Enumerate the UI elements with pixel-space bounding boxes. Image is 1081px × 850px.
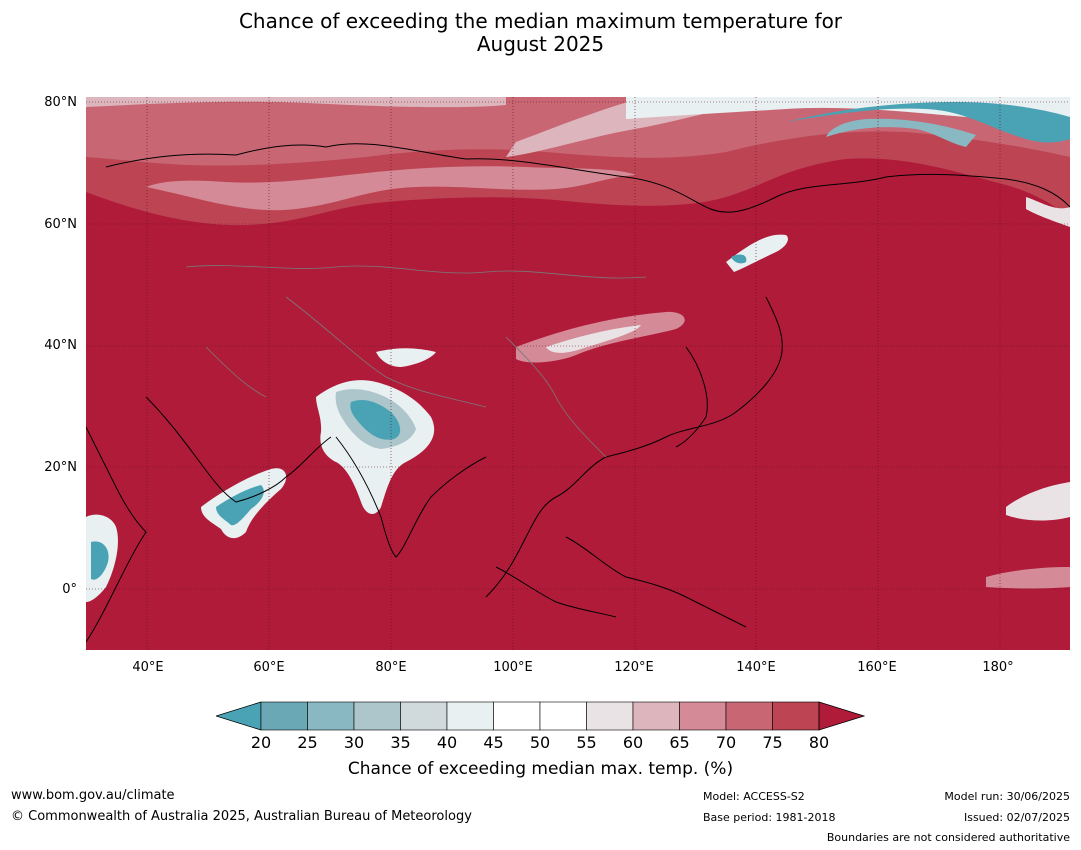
- lon-label-40e: 40°E: [132, 660, 164, 675]
- colorbar-tick-label: 20: [250, 733, 272, 752]
- issued-text: Issued: 02/07/2025: [963, 811, 1070, 824]
- lat-label-40n: 40°N: [44, 338, 77, 353]
- east-africa-blue: [91, 541, 109, 580]
- pacific-pale-patch: [1006, 482, 1070, 521]
- title-line-2: August 2025: [476, 32, 605, 56]
- colorbar-tick-label: 45: [483, 733, 504, 752]
- colorbar-low-extend: [216, 701, 262, 731]
- colorbar-tick-label: 70: [715, 733, 737, 752]
- colorbar-segment: [679, 701, 727, 731]
- map-field: [86, 97, 1070, 650]
- map-title: Chance of exceeding the median maximum t…: [0, 10, 1081, 56]
- arctic-light-blue: [826, 118, 976, 147]
- far-east-pale: [1026, 197, 1070, 227]
- colorbar-segment: [446, 701, 494, 731]
- model-run-text: Model run: 30/06/2025: [944, 790, 1070, 803]
- colorbar-segment: [307, 701, 355, 731]
- lon-label-140e: 140°E: [736, 660, 776, 675]
- base-period-text: Base period: 1981-2018: [703, 811, 836, 824]
- colorbar-segment: [772, 701, 820, 731]
- lat-label-80n: 80°N: [44, 95, 77, 110]
- country-borders: [185, 265, 647, 458]
- sakhalin-blue: [731, 254, 747, 264]
- colorbar-tick-label: 55: [576, 733, 597, 752]
- lon-label-160e: 160°E: [857, 660, 897, 675]
- colorbar-label: Chance of exceeding median max. temp. (%…: [347, 759, 734, 779]
- lat-label-20n: 20°N: [44, 460, 77, 475]
- colorbar-segment: [725, 701, 773, 731]
- arctic-blue-patch: [786, 102, 1070, 143]
- lon-label-100e: 100°E: [493, 660, 533, 675]
- colorbar-tick-label: 65: [669, 733, 690, 752]
- pacific-pink-patch: [986, 567, 1070, 589]
- lon-label-60e: 60°E: [253, 660, 285, 675]
- map-plot-area: [86, 97, 1070, 650]
- colorbar-tick-label: 75: [762, 733, 783, 752]
- colorbar-segment: [353, 701, 401, 731]
- colorbar-high-extend: [818, 701, 866, 731]
- north-band-65: [146, 166, 636, 211]
- colorbar-segment: [586, 701, 634, 731]
- colorbar-tick-label: 80: [808, 733, 830, 752]
- disclaimer-text: Boundaries are not considered authoritat…: [826, 831, 1070, 844]
- colorbar: [216, 701, 866, 731]
- colorbar-tick-label: 40: [436, 733, 458, 752]
- colorbar-segment: [539, 701, 587, 731]
- colorbar-tick-label: 30: [343, 733, 365, 752]
- colorbar-tick-label: 60: [622, 733, 644, 752]
- colorbar-segment: [493, 701, 541, 731]
- lon-label-180: 180°: [982, 660, 1014, 675]
- arabian-sea-blue: [216, 485, 264, 526]
- colorbar-segment: [260, 701, 308, 731]
- copyright-text: © Commonwealth of Australia 2025, Austra…: [11, 809, 472, 824]
- colorbar-segment: [632, 701, 680, 731]
- lat-label-60n: 60°N: [44, 217, 77, 232]
- colorbar-tick-label: 35: [390, 733, 411, 752]
- india-blue: [350, 400, 401, 440]
- lat-label-0: 0°: [62, 582, 77, 597]
- colorbar-tick-label: 50: [529, 733, 551, 752]
- colorbar-tick-label: 25: [297, 733, 318, 752]
- coastlines: [86, 143, 1070, 643]
- website-text: www.bom.gov.au/climate: [11, 788, 175, 803]
- title-line-1: Chance of exceeding the median maximum t…: [238, 9, 843, 33]
- lon-label-80e: 80°E: [375, 660, 407, 675]
- model-text: Model: ACCESS-S2: [703, 790, 805, 803]
- graticule: [86, 97, 1070, 650]
- colorbar-segment: [400, 701, 448, 731]
- lon-label-120e: 120°E: [614, 660, 654, 675]
